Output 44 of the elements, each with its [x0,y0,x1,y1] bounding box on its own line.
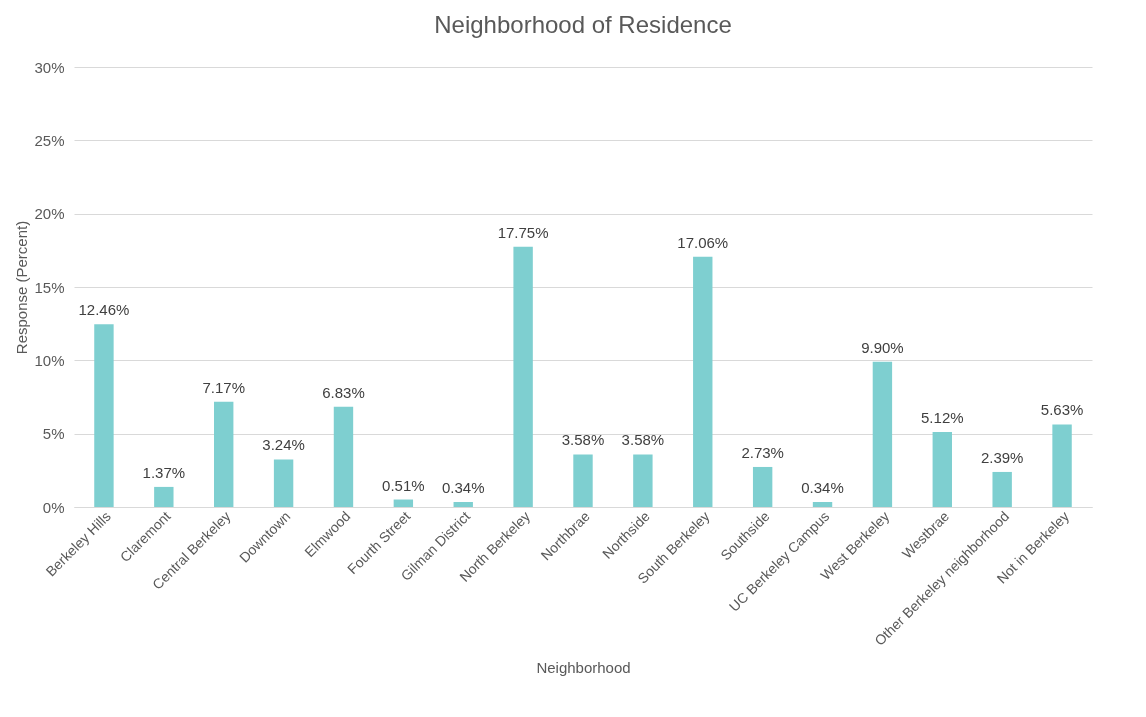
bar [932,431,952,507]
data-label: 5.63% [1040,401,1084,419]
data-label: 17.06% [677,233,729,251]
data-label: 6.83% [322,383,365,401]
data-label: 17.75% [497,223,549,241]
y-axis-title: Response (Percent) [13,220,31,355]
bar [693,256,713,507]
bar [214,401,234,507]
data-label: 3.58% [561,431,605,449]
bar [333,406,354,507]
data-label: 12.46% [78,301,130,319]
data-label: 0.34% [441,479,485,497]
y-tick-label: 0% [42,498,65,516]
y-tick-label: 10% [34,351,65,369]
data-label: 2.73% [741,443,784,461]
data-label: 5.12% [921,408,964,426]
data-label: 2.39% [980,448,1024,466]
bar [812,502,833,507]
bar [752,466,773,507]
data-label: 3.24% [262,436,305,454]
bar [94,324,114,507]
data-label: 9.90% [861,338,904,356]
bar [872,361,893,507]
bar [573,454,593,507]
bar [513,246,533,507]
y-tick-label: 5% [42,425,65,443]
bar [633,454,653,507]
data-label: 1.37% [142,463,186,481]
data-label: 3.58% [621,431,665,449]
bar [393,499,414,507]
data-label: 0.34% [801,479,844,497]
y-tick-label: 30% [34,58,65,76]
y-tick-label: 15% [34,278,65,296]
bar [1052,424,1072,507]
bar [992,471,1012,507]
data-label: 7.17% [202,378,245,396]
chart-title: Neighborhood of Residence [434,11,732,38]
bar [453,502,473,507]
x-axis-title: Neighborhood [536,658,631,676]
y-tick-label: 20% [34,205,65,223]
bar [154,486,174,507]
bar [273,459,294,507]
data-label: 0.51% [382,476,425,494]
y-tick-label: 25% [34,131,65,149]
